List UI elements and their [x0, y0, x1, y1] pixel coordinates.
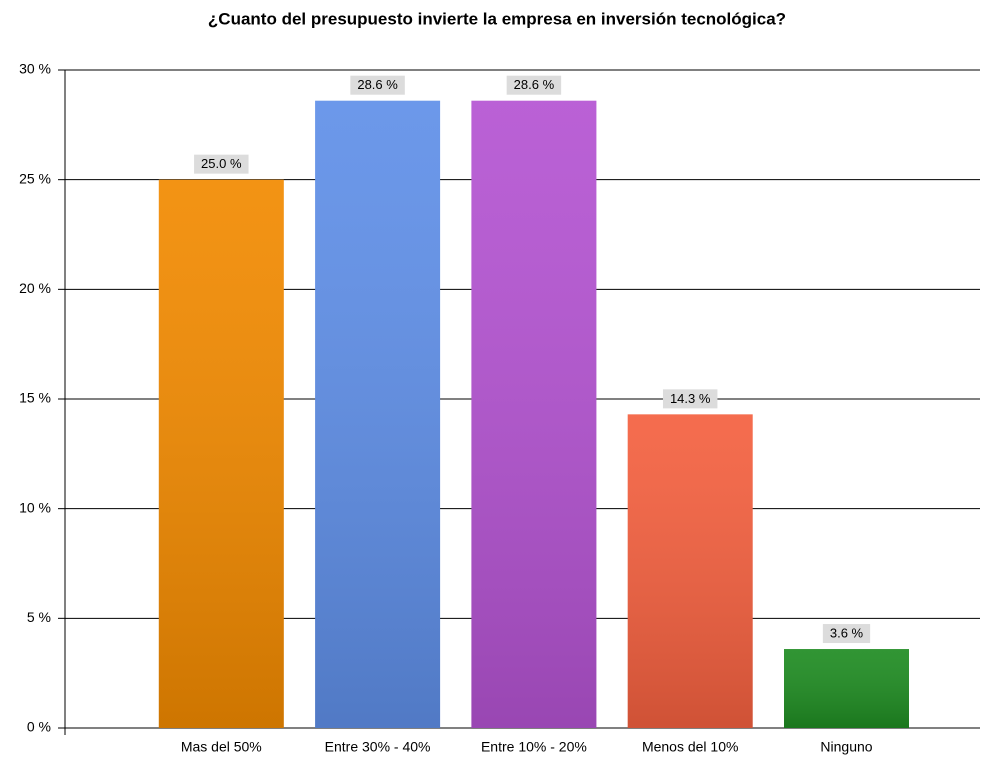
y-tick-label: 15 %: [19, 390, 51, 406]
value-label-bg: [822, 624, 871, 644]
y-tick-label: 20 %: [19, 280, 51, 296]
y-tick-label: 5 %: [27, 609, 51, 625]
value-label-bg: [662, 389, 718, 409]
x-tick-label: Mas del 50%: [181, 739, 262, 755]
x-tick-label: Ninguno: [820, 739, 872, 755]
bar-shade: [627, 414, 753, 728]
x-tick-label: Entre 10% - 20%: [481, 739, 587, 755]
value-label: 28.6 %: [357, 77, 398, 92]
value-label-bg: [506, 75, 562, 95]
bar-shade: [315, 100, 441, 728]
bar-shade: [158, 179, 284, 728]
value-label: 3.6 %: [830, 625, 864, 640]
value-label-bg: [194, 154, 249, 174]
value-label: 25.0 %: [201, 156, 242, 171]
y-tick-label: 0 %: [27, 719, 51, 735]
x-tick-label: Entre 30% - 40%: [325, 739, 431, 755]
value-label: 14.3 %: [670, 391, 711, 406]
y-tick-label: 25 %: [19, 170, 51, 186]
value-label-bg: [350, 75, 405, 95]
bar-shade: [784, 649, 909, 728]
y-tick-label: 30 %: [19, 61, 51, 77]
bar-shade: [471, 100, 597, 728]
y-tick-label: 10 %: [19, 499, 51, 515]
value-label: 28.6 %: [514, 77, 555, 92]
x-tick-label: Menos del 10%: [642, 739, 739, 755]
chart-title: ¿Cuanto del presupuesto invierte la empr…: [208, 9, 786, 28]
